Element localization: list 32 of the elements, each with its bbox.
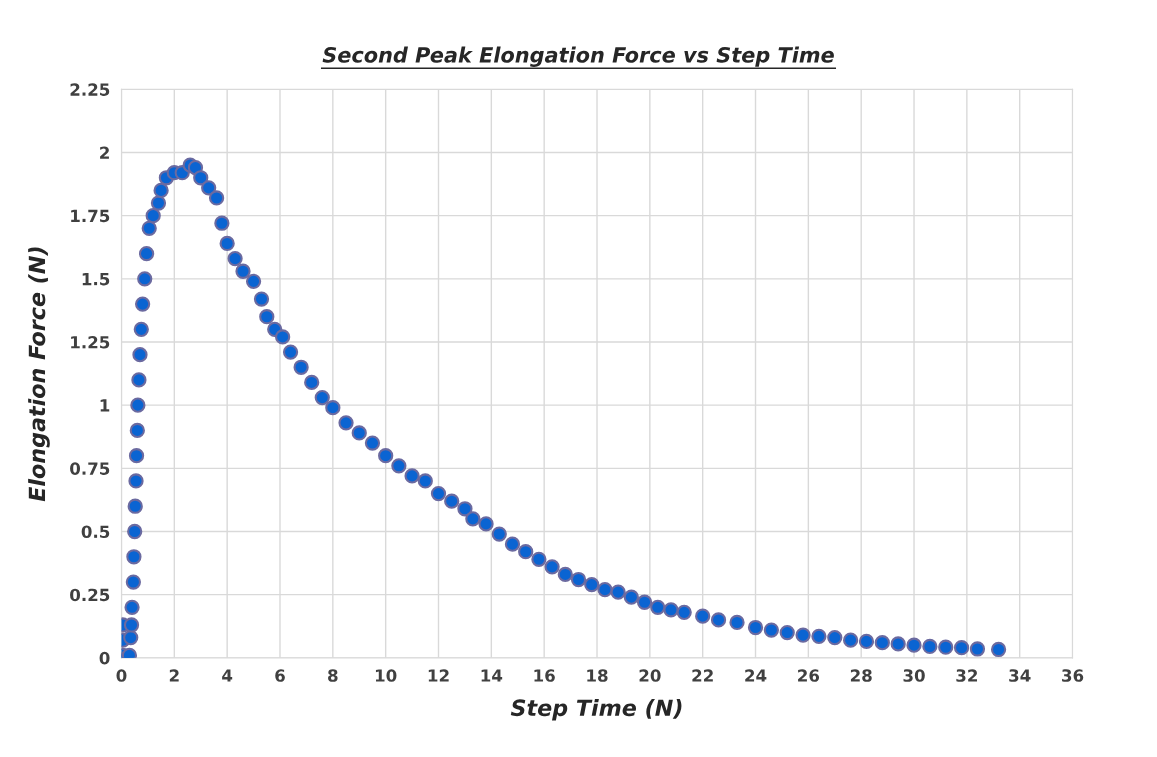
x-tick-label: 30 <box>903 669 925 682</box>
chart-title: Second Peak Elongation Force vs Step Time <box>322 46 834 67</box>
x-tick-label: 22 <box>692 669 713 682</box>
x-tick-label: 14 <box>481 669 503 682</box>
x-tick-label: 2 <box>169 669 179 682</box>
x-tick-label: 20 <box>639 669 661 682</box>
y-tick-label: 2.25 <box>70 83 110 96</box>
x-tick-label: 34 <box>1009 669 1031 682</box>
x-tick-label: 0 <box>116 669 127 682</box>
x-tick-label: 24 <box>745 669 767 682</box>
x-tick-label: 4 <box>222 669 233 682</box>
x-tick-label: 28 <box>850 669 872 682</box>
y-tick-label: 2 <box>100 146 109 159</box>
x-tick-label: 36 <box>1062 669 1084 682</box>
x-tick-label: 16 <box>534 669 555 682</box>
x-tick-label: 8 <box>328 669 338 682</box>
x-tick-label: 10 <box>375 669 397 682</box>
x-tick-label: 18 <box>587 669 608 682</box>
x-tick-label: 6 <box>275 669 285 682</box>
x-tick-label: 26 <box>798 669 820 682</box>
x-tick-label: 12 <box>428 669 449 682</box>
x-axis-title: Step Time (N) <box>510 698 682 721</box>
y-tick-label: 1.25 <box>71 335 110 349</box>
y-tick-label: 0.25 <box>70 588 110 602</box>
y-axis-title: Elongation Force (N) <box>28 247 50 502</box>
y-tick-label: 1.5 <box>82 273 110 286</box>
y-tick-label: 1 <box>100 399 110 412</box>
y-tick-label: 0.75 <box>70 462 110 475</box>
y-tick-label: 0 <box>99 651 110 665</box>
x-tick-label: 32 <box>956 669 978 682</box>
y-tick-label: 1.75 <box>71 209 110 223</box>
y-tick-label: 0.5 <box>81 525 110 539</box>
